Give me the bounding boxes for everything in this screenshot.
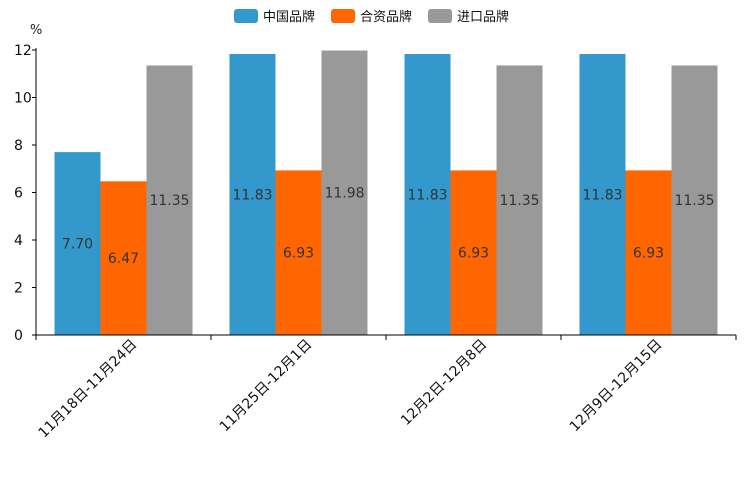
bar xyxy=(625,170,672,335)
bar xyxy=(404,54,451,335)
legend-label: 中国品牌 xyxy=(263,9,315,25)
bar xyxy=(275,170,322,335)
bar xyxy=(496,65,543,335)
y-axis-unit-label: % xyxy=(30,23,42,38)
x-tick-label: 11月25日-12月1日 xyxy=(217,337,316,436)
legend-swatch xyxy=(234,9,258,23)
x-axis: 11月18日-11月24日 11月25日-12月1日 12月2日-12月8日 12月9… xyxy=(35,334,737,442)
legend-label: 合资品牌 xyxy=(360,9,412,25)
legend-swatch xyxy=(331,9,355,23)
data-label: 6.93 xyxy=(633,246,664,262)
x-tick-label: 12月9日-12月15日 xyxy=(567,337,666,436)
y-tick-label: 0 xyxy=(14,328,23,344)
y-tick-label: 10 xyxy=(14,91,32,107)
y-tick-label: 6 xyxy=(14,186,23,202)
data-label: 11.35 xyxy=(149,193,189,209)
bar xyxy=(450,170,497,335)
y-tick-label: 4 xyxy=(14,233,23,249)
x-tick-label: 12月2日-12月8日 xyxy=(398,337,490,429)
bar xyxy=(579,54,626,335)
legend-label: 进口品牌 xyxy=(457,9,509,25)
data-label: 11.35 xyxy=(499,193,539,209)
legend: 中国品牌 合资品牌 进口品牌 xyxy=(234,9,509,25)
legend-swatch xyxy=(428,9,452,23)
data-label: 6.93 xyxy=(458,246,489,262)
y-tick-label: 2 xyxy=(14,281,23,297)
bar xyxy=(321,50,368,335)
data-label: 11.83 xyxy=(232,188,272,204)
data-label: 11.83 xyxy=(582,188,622,204)
bar xyxy=(671,65,718,335)
bar xyxy=(229,54,276,335)
x-tick-label: 11月18日-11月24日 xyxy=(35,337,140,442)
bar xyxy=(146,65,193,335)
bar xyxy=(100,181,147,335)
data-label: 7.70 xyxy=(62,237,93,253)
bar xyxy=(54,152,101,335)
data-label: 11.98 xyxy=(324,186,364,202)
y-axis: 0 2 4 6 8 10 12 xyxy=(14,43,37,344)
y-tick-label: 12 xyxy=(14,43,32,59)
bar-series: 7.70 11.83 11.83 11.83 6.47 6.93 6.93 6.93 11.35… xyxy=(54,50,718,335)
y-tick-label: 8 xyxy=(14,138,23,154)
data-label: 11.83 xyxy=(407,188,447,204)
data-label: 6.47 xyxy=(108,251,139,267)
data-label: 6.93 xyxy=(283,246,314,262)
data-label: 11.35 xyxy=(674,193,714,209)
